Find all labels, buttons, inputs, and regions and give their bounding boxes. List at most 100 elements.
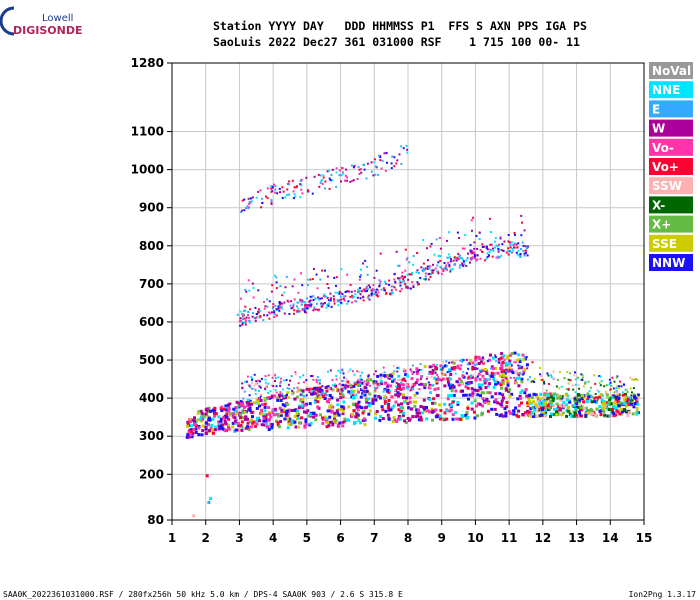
echo-point xyxy=(259,386,262,389)
echo-point xyxy=(196,418,200,422)
echo-point xyxy=(622,402,626,406)
echo-point xyxy=(398,264,401,267)
echo-point xyxy=(400,162,403,165)
echo-point xyxy=(329,179,332,182)
echo-point xyxy=(486,391,490,395)
echo-point xyxy=(563,377,566,380)
echo-point xyxy=(324,269,326,272)
echo-point xyxy=(627,402,631,406)
echo-point xyxy=(293,193,296,196)
echo-point xyxy=(366,295,369,298)
echo-point xyxy=(259,189,262,192)
echo-point xyxy=(313,268,315,270)
echo-point xyxy=(497,358,501,361)
echo-point xyxy=(299,399,303,403)
echo-point xyxy=(357,379,360,382)
y-tick-label: 600 xyxy=(139,315,164,329)
echo-point xyxy=(591,395,594,398)
echo-point xyxy=(234,428,238,432)
echo-point xyxy=(503,371,507,375)
echo-point xyxy=(578,410,581,414)
echo-point xyxy=(244,426,248,430)
echo-point xyxy=(562,404,566,408)
echo-point xyxy=(619,407,623,411)
echo-point xyxy=(489,353,492,357)
echo-point xyxy=(325,400,329,403)
echo-point xyxy=(512,249,515,252)
x-tick-label: 4 xyxy=(269,531,277,545)
echo-point xyxy=(389,408,393,412)
echo-point xyxy=(380,167,383,170)
echo-point xyxy=(428,372,431,375)
echo-point xyxy=(417,418,421,422)
echo-point xyxy=(330,305,333,308)
echo-point xyxy=(406,151,409,154)
echo-point xyxy=(346,384,350,388)
echo-point xyxy=(233,409,237,413)
echo-point xyxy=(211,428,215,432)
echo-point xyxy=(510,351,514,355)
echo-point xyxy=(272,303,275,306)
echo-point xyxy=(511,241,513,244)
x-tick-label: 6 xyxy=(336,531,344,545)
echo-point xyxy=(202,414,206,418)
echo-point xyxy=(284,286,287,289)
echo-point xyxy=(382,390,385,393)
echo-point xyxy=(428,383,432,387)
echo-point xyxy=(390,285,393,288)
echo-point xyxy=(291,389,294,392)
echo-point xyxy=(411,271,413,274)
echo-point xyxy=(369,384,371,387)
echo-point xyxy=(618,380,621,383)
echo-point xyxy=(618,401,622,405)
echo-point xyxy=(200,415,204,419)
echo-point xyxy=(608,414,612,418)
echo-point xyxy=(551,404,555,408)
echo-point xyxy=(607,400,611,404)
echo-point xyxy=(513,361,516,364)
echo-point xyxy=(321,394,325,398)
echo-point xyxy=(260,408,264,412)
echo-point xyxy=(271,190,274,192)
echo-point xyxy=(287,411,291,415)
echo-point xyxy=(513,351,517,355)
echo-point xyxy=(299,183,302,186)
echo-point xyxy=(239,324,242,327)
echo-point xyxy=(622,407,626,411)
echo-point xyxy=(593,396,597,400)
echo-point xyxy=(523,229,526,232)
echo-point xyxy=(411,415,415,419)
echo-point xyxy=(320,303,323,306)
echo-point xyxy=(327,397,331,401)
echo-point xyxy=(470,394,474,398)
echo-point xyxy=(399,276,402,279)
echo-point xyxy=(299,300,302,303)
echo-point xyxy=(479,394,482,398)
echo-point xyxy=(213,425,217,429)
echo-point xyxy=(523,356,526,359)
echo-point xyxy=(255,419,259,423)
echo-point xyxy=(491,374,495,378)
legend-swatch-nne xyxy=(649,81,693,99)
echo-point xyxy=(281,294,284,297)
echo-point xyxy=(263,301,265,303)
echo-point xyxy=(585,409,589,412)
echo-point xyxy=(378,384,381,387)
echo-point xyxy=(431,401,434,405)
echo-point xyxy=(442,367,444,369)
echo-point xyxy=(499,356,503,360)
echo-point xyxy=(273,316,276,318)
echo-point xyxy=(375,294,378,297)
echo-point xyxy=(304,410,308,414)
echo-point xyxy=(378,282,381,285)
echo-point xyxy=(321,391,324,394)
echo-point xyxy=(263,409,267,413)
echo-point xyxy=(443,402,447,406)
echo-point xyxy=(361,371,364,374)
echo-point xyxy=(458,255,461,258)
echo-point xyxy=(581,394,585,398)
echo-point xyxy=(445,409,449,413)
echo-point xyxy=(575,396,579,400)
echo-point xyxy=(460,364,463,367)
echo-point xyxy=(333,302,336,305)
